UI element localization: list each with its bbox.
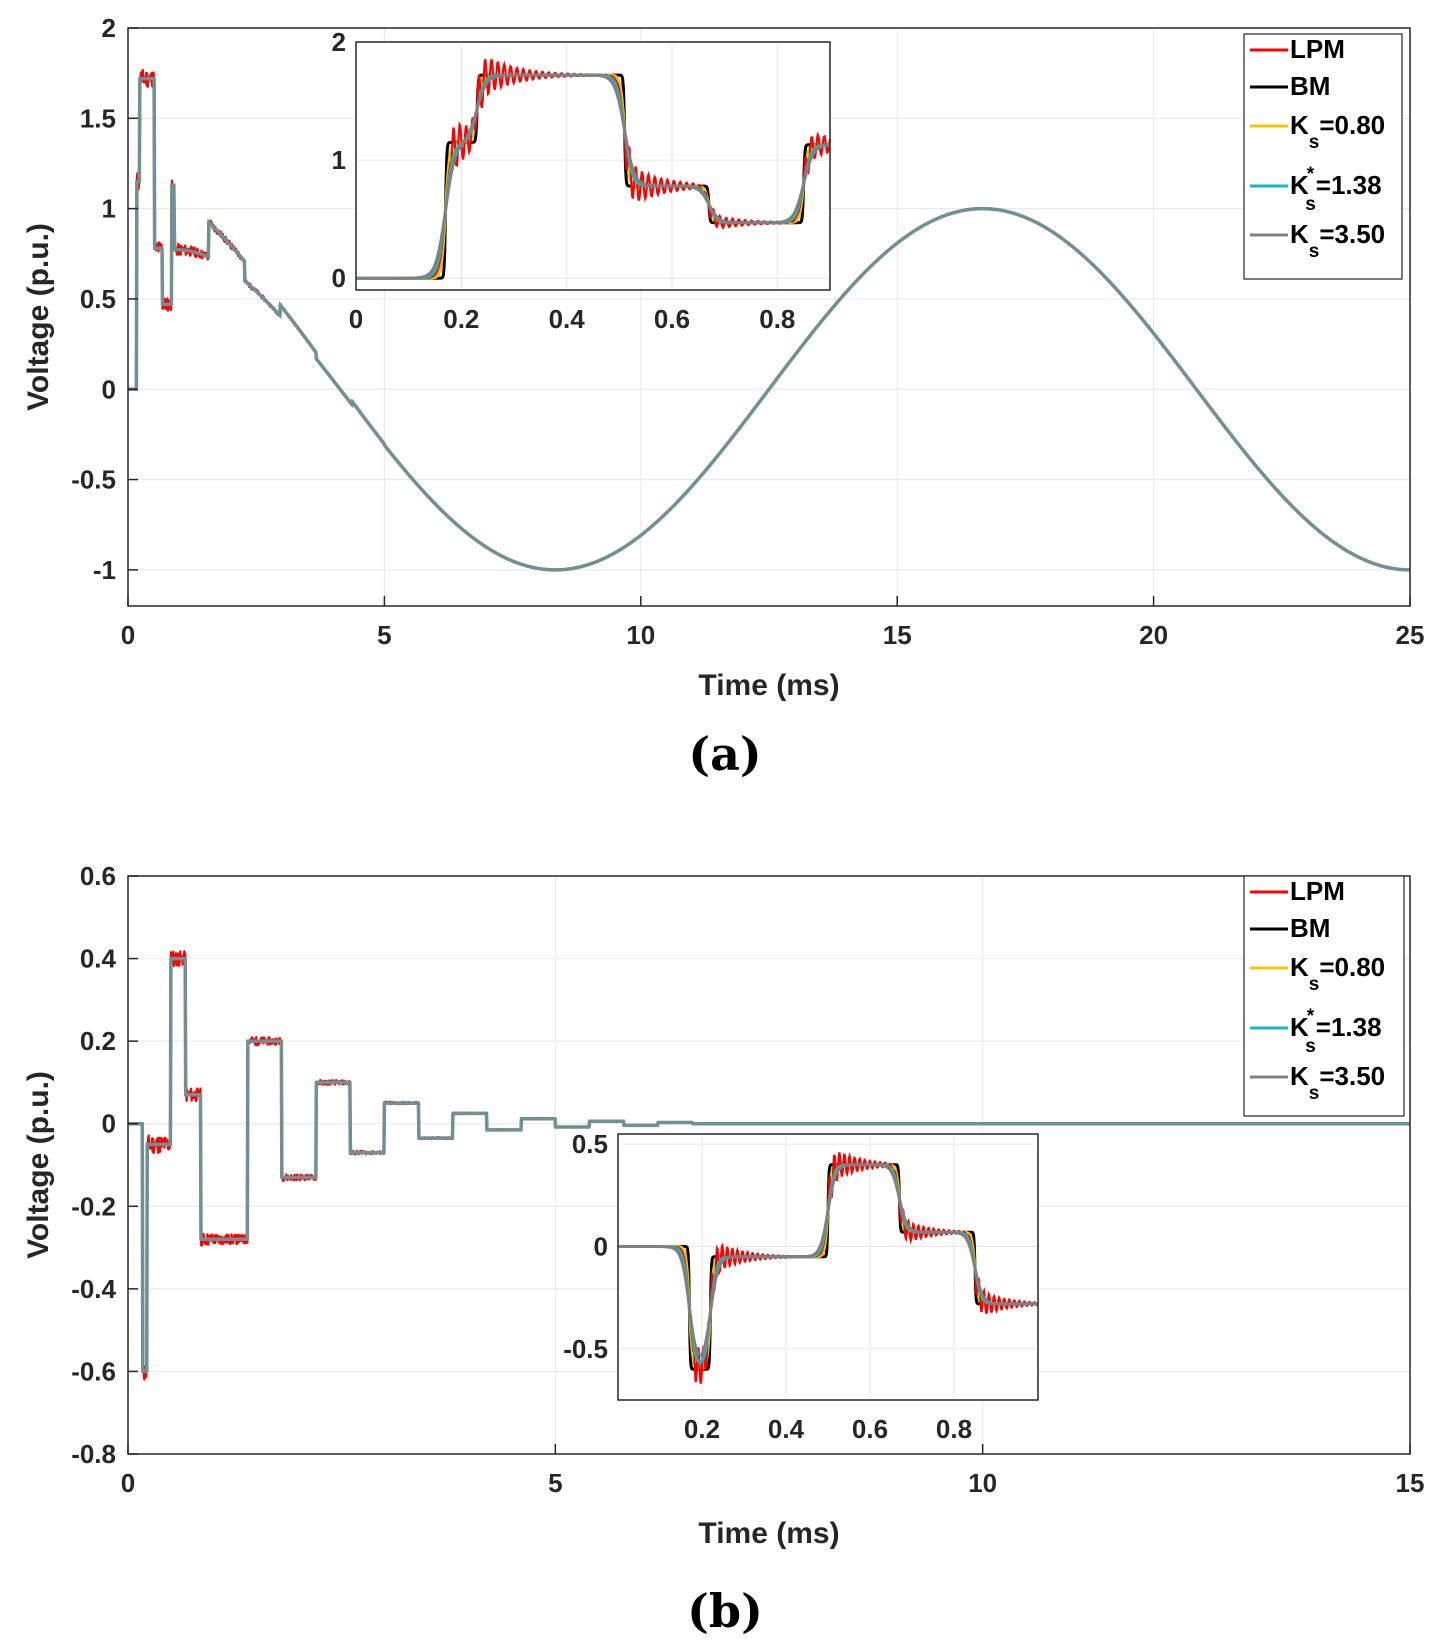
legend-entry: Ks=3.50 <box>1290 1061 1385 1104</box>
axes-frame-a <box>127 27 1411 607</box>
inset-x-tick-label: 0 <box>349 304 363 334</box>
inset-x-tick-label: 0.4 <box>549 304 586 334</box>
series-overlay <box>128 77 1411 572</box>
y-tick-label: 1.5 <box>80 103 116 133</box>
inset-y-tick-label: 0.5 <box>572 1129 608 1159</box>
y-tick-label: -0.2 <box>71 1191 116 1221</box>
caption-b: (b) <box>687 1584 763 1638</box>
y-tick-label: -0.6 <box>71 1356 116 1386</box>
inset-b: 0.2 0.4 0.6 0.8 -0.5 0 0.5 <box>563 1129 1039 1444</box>
y-tick-label: 0.4 <box>80 944 117 974</box>
legend-entry: Ks=0.80 <box>1290 110 1385 153</box>
x-tick-label: 5 <box>548 1468 562 1498</box>
y-tick-label: 1 <box>102 194 116 224</box>
y-axis-label-b: Voltage (p.u.) <box>22 1071 55 1259</box>
inset-y-tick-label: 0 <box>594 1232 608 1262</box>
legend-entry: LPM <box>1290 876 1345 906</box>
legend-entry: LPM <box>1290 34 1345 64</box>
x-axis-label-a: Time (ms) <box>698 669 839 702</box>
y-tick-label: 0.5 <box>80 284 116 314</box>
inset-x-tick-label: 0.8 <box>936 1414 972 1444</box>
x-tick-label: 15 <box>1396 1468 1425 1498</box>
x-axis-label-b: Time (ms) <box>698 1517 839 1550</box>
y-tick-label: 0 <box>102 374 116 404</box>
panel-a: 0 5 10 15 20 25 -1-0.500.511.52 Time (ms) Vol… <box>22 13 1424 781</box>
legend-entry: Ks=0.80 <box>1290 952 1385 995</box>
inset-y-tick-label: 2 <box>332 27 346 57</box>
inset-border <box>617 1133 1039 1401</box>
y-tick-label: 0.2 <box>80 1026 116 1056</box>
inset-x-tick-label: 0.6 <box>852 1414 888 1444</box>
x-ticks-a: 0 5 10 15 20 25 <box>121 596 1425 650</box>
y-tick-label: -0.5 <box>71 465 116 495</box>
x-tick-label: 10 <box>626 620 655 650</box>
legend-entry: Ks=3.50 <box>1290 219 1385 262</box>
x-tick-label: 5 <box>377 620 391 650</box>
x-tick-label: 20 <box>1139 620 1168 650</box>
x-tick-label: 0 <box>121 620 135 650</box>
y-tick-label: 0.6 <box>80 861 116 891</box>
inset-x-tick-label: 0.8 <box>759 304 795 334</box>
inset-y-tick-label: 0 <box>332 263 346 293</box>
inset-y-tick-label: -0.5 <box>563 1334 608 1364</box>
y-tick-label: -0.8 <box>71 1439 116 1469</box>
x-tick-label: 25 <box>1396 620 1425 650</box>
inset-x-tick-label: 0.2 <box>443 304 479 334</box>
legend-entry: K* s=1.38 <box>1290 164 1382 215</box>
x-tick-label: 0 <box>121 1468 135 1498</box>
inset-y-tick-label: 1 <box>332 145 346 175</box>
inset-series-ks-350 <box>356 73 831 280</box>
legend-box <box>1243 33 1403 280</box>
panel-b: 0 5 10 15 -0.8 -0.6 -0.4 -0.2 0 0.2 0.4 0.6 Time (… <box>22 861 1424 1638</box>
caption-a: (a) <box>688 727 761 781</box>
inset-frame <box>355 41 831 291</box>
inset-x-tick-label: 0.4 <box>768 1414 805 1444</box>
x-tick-label: 15 <box>883 620 912 650</box>
axes-frame-b <box>127 875 1411 1455</box>
series-b <box>126 950 1412 1381</box>
y-ticks-b: -0.8 -0.6 -0.4 -0.2 0 0.2 0.4 0.6 <box>71 861 138 1469</box>
y-tick-label: 2 <box>102 13 116 43</box>
inset-a: 0 0.2 0.4 0.6 0.8 0 1 2 <box>332 27 832 334</box>
x-ticks-b: 0 5 10 15 <box>121 1444 1425 1498</box>
series-overlay <box>128 957 1410 1373</box>
inset-x-tick-label: 0.2 <box>684 1414 720 1444</box>
legend-entry: BM <box>1290 71 1330 101</box>
series-a <box>126 68 1412 572</box>
legend-entry: BM <box>1290 913 1330 943</box>
y-tick-label: -1 <box>93 555 116 585</box>
inset-border <box>355 41 831 291</box>
x-tick-label: 10 <box>968 1468 997 1498</box>
y-tick-label: -0.4 <box>71 1274 116 1304</box>
y-tick-label: 0 <box>102 1109 116 1139</box>
legend-entry: K* s=1.38 <box>1290 1006 1382 1057</box>
y-ticks-a: -1 -0.5 0 0.5 1 1.5 2 <box>71 13 138 585</box>
y-axis-label-a: Voltage (p.u.) <box>22 223 55 411</box>
inset-x-tick-label: 0.6 <box>654 304 690 334</box>
inset-series-ks-350 <box>618 1163 1038 1357</box>
